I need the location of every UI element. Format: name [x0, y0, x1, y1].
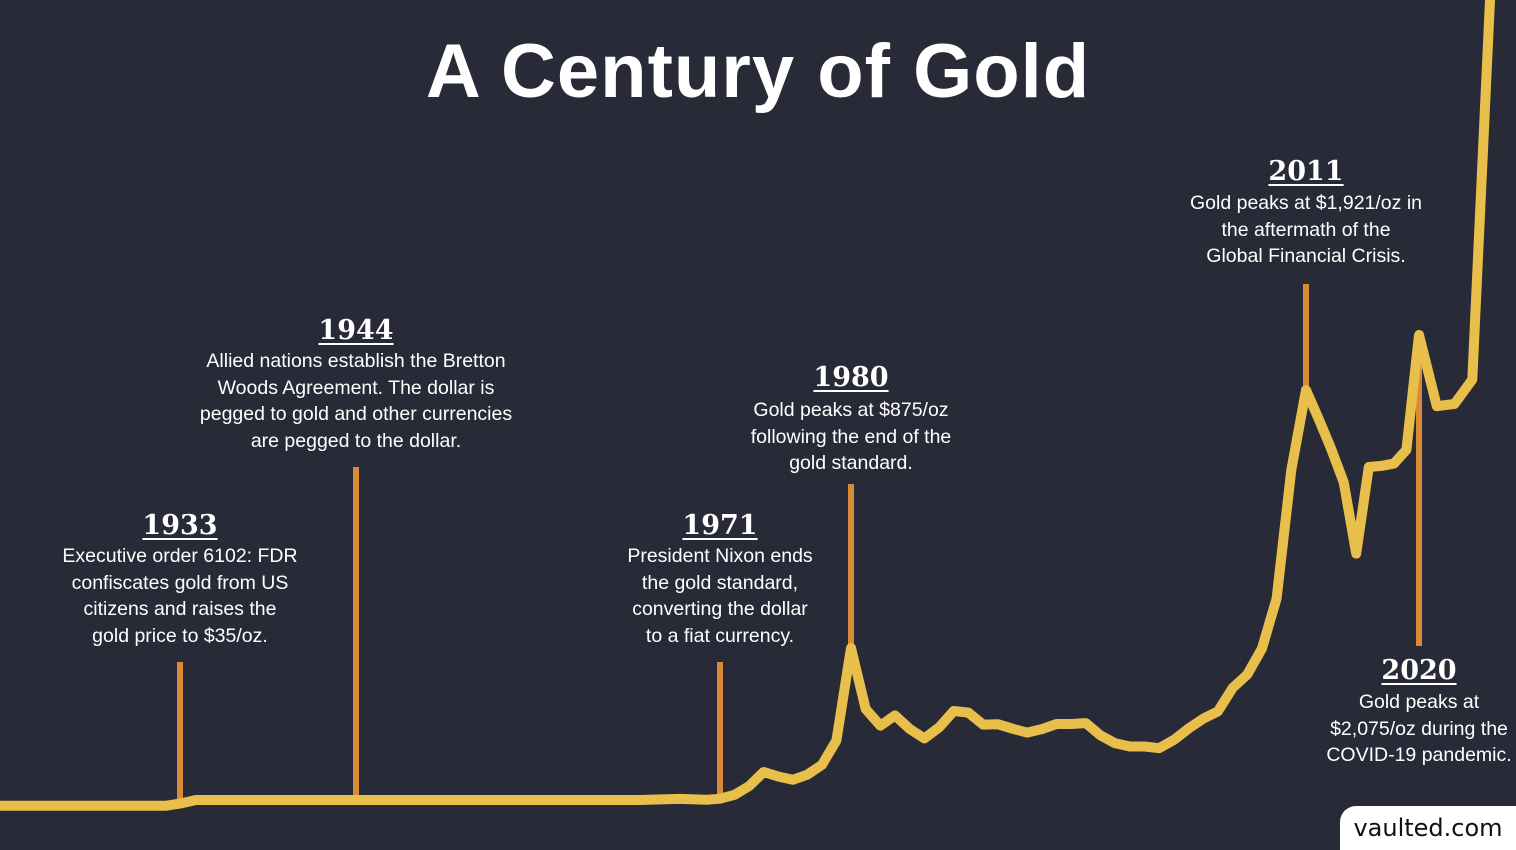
annotation-line: the gold standard,: [641, 571, 799, 594]
annotation-line: Gold peaks at: [1358, 691, 1480, 713]
chart-title: A Century of Gold: [425, 29, 1091, 114]
annotation-line: citizens and raises the: [83, 598, 277, 620]
annotation-year-2020: 2020: [1381, 655, 1457, 686]
annotation-line: to a fiat currency.: [645, 624, 795, 647]
annotation-line: Allied nations establish the Bretton: [206, 350, 506, 372]
annotation-text-2020: Gold peaks at $2,075/oz during the COVID-1…: [1326, 689, 1511, 769]
annotation-text-2011: Gold peaks at $1,921/oz in the aftermath …: [1190, 190, 1422, 270]
annotation-line: Woods Agreement. The dollar is: [217, 376, 495, 399]
annotation-line: are pegged to the dollar.: [250, 429, 462, 452]
annotation-line: Gold peaks at $1,921/oz in: [1190, 192, 1422, 214]
annotation-text-1944: Allied nations establish the Bretton Wood…: [200, 348, 512, 454]
annotation-year-2011: 2011: [1268, 156, 1344, 187]
annotation-line: Global Financial Crisis.: [1206, 245, 1406, 267]
annotation-year-1944: 1944: [318, 315, 394, 346]
gold-price-line: [0, 0, 1495, 811]
annotation-text-1980: Gold peaks at $875/oz following the end o…: [751, 397, 952, 477]
annotation-year-1933: 1933: [142, 510, 218, 541]
annotation-text-1971: President Nixon ends the gold standard, co…: [627, 543, 812, 649]
annotation-text-1933: Executive order 6102: FDR confiscates gol…: [62, 543, 297, 649]
annotation-line: converting the dollar: [632, 598, 808, 620]
annotation-line: confiscates gold from US: [71, 571, 289, 594]
annotation-line: Gold peaks at $875/oz: [753, 399, 949, 421]
brand-badge[interactable]: vaulted.com: [1340, 806, 1516, 850]
annotation-year-1980: 1980: [813, 362, 889, 393]
annotation-line: the aftermath of the: [1221, 218, 1391, 241]
annotation-line: gold standard.: [789, 452, 913, 474]
annotation-line: pegged to gold and other currencies: [199, 403, 513, 425]
annotation-line: COVID-19 pandemic.: [1326, 744, 1512, 766]
annotation-line: gold price to $35/oz.: [92, 624, 268, 647]
annotation-line: $2,075/oz during the: [1330, 717, 1508, 740]
annotation-line: President Nixon ends: [627, 545, 813, 567]
annotation-line: following the end of the: [750, 425, 952, 448]
annotation-line: Executive order 6102: FDR: [62, 545, 298, 567]
annotation-year-1971: 1971: [682, 510, 758, 541]
